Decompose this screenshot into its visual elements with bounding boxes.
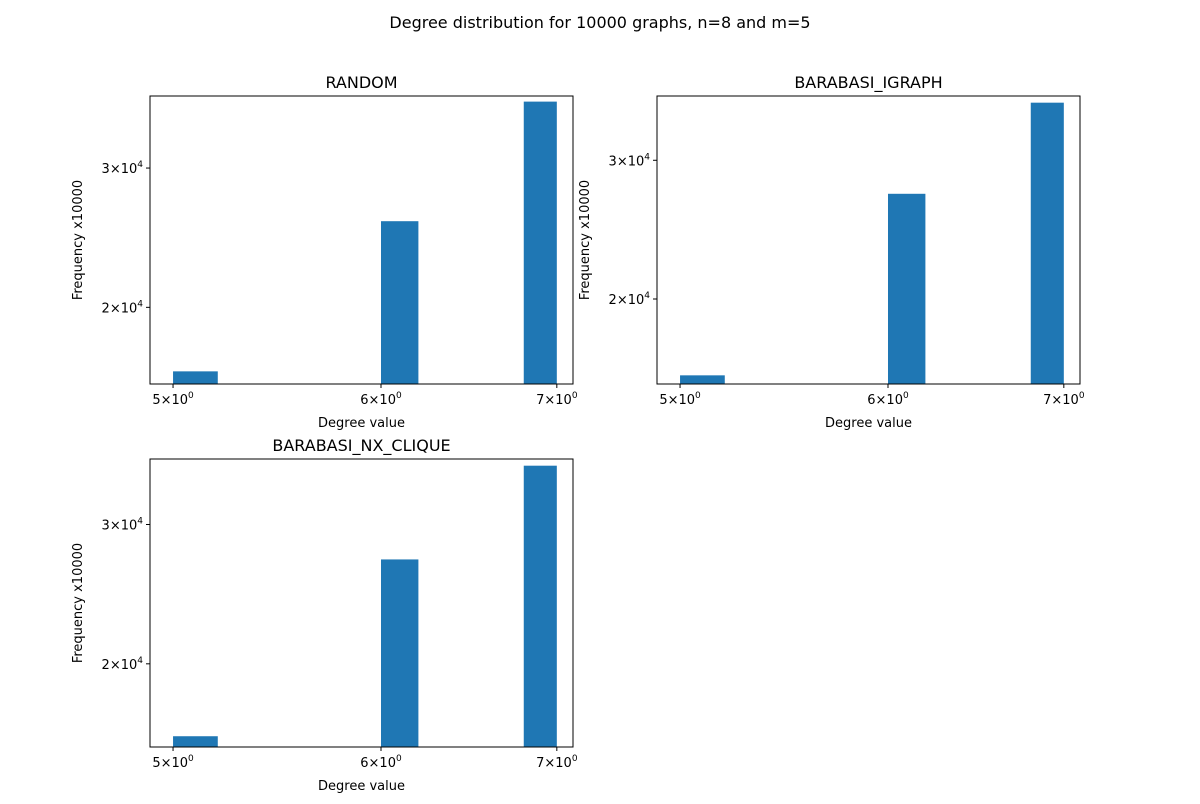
- y-tick-label-2: 3×104: [609, 152, 651, 169]
- axes-frame: [149, 458, 574, 748]
- subplot-title: BARABASI_NX_CLIQUE: [272, 436, 450, 456]
- axes-frame: [656, 95, 1081, 385]
- y-axis-label: Frequency x10000: [71, 180, 86, 300]
- y-tick-label-1: 2×104: [102, 299, 144, 316]
- y-tick-label-2: 3×104: [102, 160, 144, 177]
- bar-3: [1030, 102, 1064, 385]
- x-tick-label-1: 5×100: [152, 391, 194, 408]
- x-tick-label-2: 6×100: [360, 754, 402, 771]
- bar-1: [173, 736, 218, 747]
- bar-3: [523, 101, 557, 385]
- x-axis-label: Degree value: [318, 416, 405, 431]
- bar-2: [380, 221, 419, 384]
- y-tick-label-1: 2×104: [102, 656, 144, 673]
- x-tick-label-3: 7×100: [536, 391, 578, 408]
- y-tick-label-2: 3×104: [102, 516, 144, 533]
- bar-3: [523, 465, 557, 747]
- subplot-title: BARABASI_IGRAPH: [794, 73, 942, 93]
- y-axis-label: Frequency x10000: [71, 543, 86, 663]
- subplot-title: RANDOM: [325, 73, 397, 92]
- x-tick-label-1: 5×100: [659, 391, 701, 408]
- x-tick-label-3: 7×100: [1043, 391, 1085, 408]
- subplot-3: 5×100 6×100 7×100 2×104 3×104 BARABASI_NX_CLI…: [71, 436, 578, 794]
- x-axis-label: Degree value: [318, 779, 405, 794]
- x-tick-label-2: 6×100: [360, 391, 402, 408]
- y-axis-label: Frequency x10000: [578, 180, 593, 300]
- x-axis-label: Degree value: [825, 416, 912, 431]
- bar-2: [380, 559, 419, 747]
- x-tick-label-1: 5×100: [152, 754, 194, 771]
- axes-frame: [149, 95, 574, 385]
- y-tick-label-1: 2×104: [609, 291, 651, 308]
- x-tick-label-3: 7×100: [536, 754, 578, 771]
- bar-1: [680, 375, 725, 384]
- subplot-1: 5×100 6×100 7×100 2×104 3×104 RANDOM Degree va…: [71, 73, 578, 431]
- bar-1: [173, 371, 218, 384]
- x-tick-label-2: 6×100: [867, 391, 909, 408]
- subplot-2: 5×100 6×100 7×100 2×104 3×104 BARABASI_IGRAPH…: [578, 73, 1085, 431]
- figure-title: Degree distribution for 10000 graphs, n=…: [389, 13, 811, 32]
- bar-2: [887, 193, 926, 384]
